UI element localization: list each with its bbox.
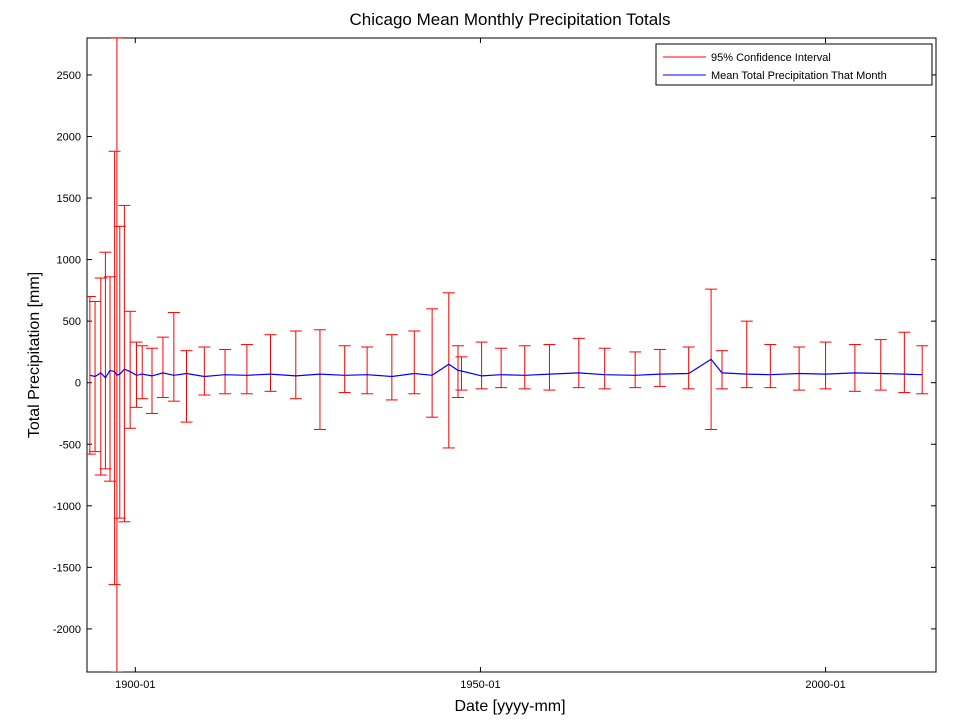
y-tick-label: -2000 [53, 624, 81, 636]
error-bar [764, 344, 777, 389]
y-tick-label: 500 [63, 316, 81, 328]
y-tick-label: 2000 [57, 131, 81, 143]
error-bar [219, 348, 232, 395]
error-bar [442, 292, 455, 449]
error-bar [385, 334, 398, 401]
error-bar [167, 312, 180, 402]
error-bar [104, 276, 117, 482]
error-bar [118, 204, 131, 523]
x-tick-label: 1950-01 [460, 679, 500, 691]
error-bar [653, 348, 666, 387]
error-bar [108, 150, 121, 586]
error-bar [110, 38, 123, 672]
error-bar [572, 337, 585, 389]
error-bar [113, 225, 126, 519]
error-bar [682, 346, 695, 390]
error-bar [898, 331, 911, 394]
legend-box [655, 43, 933, 86]
y-tick-label: -1000 [53, 501, 81, 513]
y-axis-title: Total Precipitation [mm] [26, 272, 43, 438]
error-bar [916, 345, 929, 395]
error-bar [313, 329, 326, 430]
error-bar [240, 344, 253, 395]
mean-precipitation-line [89, 358, 923, 379]
legend: 95% Confidence Interval Mean Total Preci… [655, 43, 933, 86]
y-tick-label: 2500 [57, 70, 81, 82]
error-bar [629, 351, 642, 389]
chart-title: Chicago Mean Monthly Precipitation Total… [350, 10, 671, 29]
error-bar [180, 350, 193, 423]
legend-label-mean: Mean Total Precipitation That Month [711, 70, 887, 82]
error-bar [338, 345, 351, 394]
y-tick-label: 1500 [57, 193, 81, 205]
y-tick-label: -1500 [53, 562, 81, 574]
error-bar [145, 347, 158, 414]
error-bar [99, 251, 112, 470]
confidence-interval-series [87, 38, 929, 672]
error-bar [740, 320, 753, 389]
error-bar [518, 345, 531, 390]
y-tick-label: 1000 [57, 255, 81, 267]
error-bar [848, 344, 861, 392]
x-tick-label: 1900-01 [115, 679, 155, 691]
error-bar [426, 308, 439, 418]
error-bar [136, 345, 149, 400]
error-bar [495, 347, 508, 389]
error-bar [543, 344, 556, 391]
error-bar [874, 339, 887, 391]
error-bar [455, 356, 468, 391]
error-bar [361, 346, 374, 395]
series-layer [87, 38, 929, 672]
error-bar [124, 310, 137, 429]
error-bar [289, 330, 302, 400]
error-bar [793, 346, 806, 391]
error-bar [156, 336, 169, 398]
error-bar [198, 346, 211, 396]
x-tick-label: 2000-01 [805, 679, 845, 691]
error-bar [87, 296, 96, 455]
error-bar [819, 341, 832, 390]
x-axis: 1900-01 1950-01 2000-01 [115, 38, 846, 691]
error-bar [716, 350, 729, 390]
y-tick-label: 0 [75, 378, 81, 390]
error-bar [264, 334, 277, 392]
legend-label-confidence-interval: 95% Confidence Interval [711, 52, 831, 64]
y-tick-label: -500 [59, 439, 81, 451]
error-bar [408, 330, 421, 395]
error-bar [475, 341, 488, 390]
error-bar [598, 347, 611, 390]
error-bar [94, 277, 107, 476]
plot-area [86, 37, 937, 673]
y-axis: -2000 -1500 -1000 -500 0 500 1000 1500 2000 2500 [53, 70, 936, 636]
error-bar [452, 345, 465, 398]
x-axis-title: Date [yyyy-mm] [454, 698, 565, 715]
